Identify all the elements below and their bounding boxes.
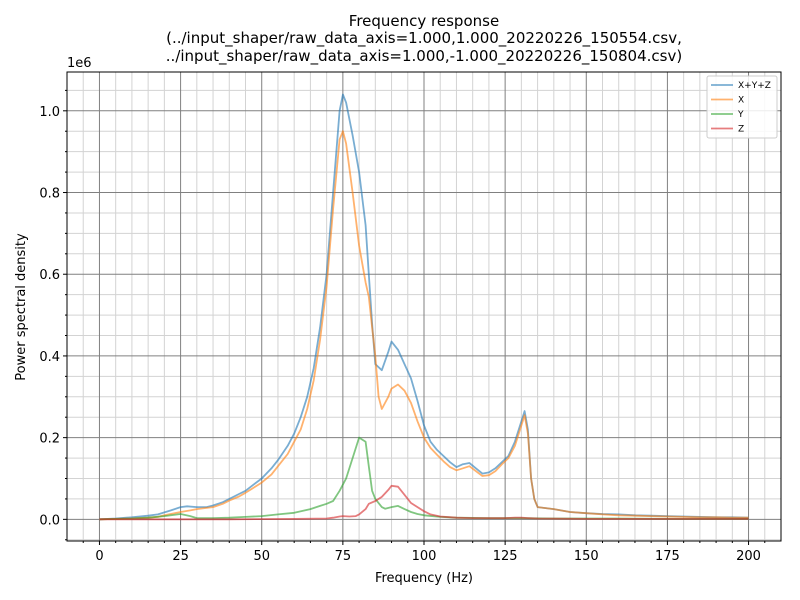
- y-tick-label: 0.0: [39, 513, 60, 528]
- x-tick-label: 100: [412, 549, 437, 564]
- x-tick-label: 125: [493, 549, 518, 564]
- x-tick-label: 0: [95, 549, 103, 564]
- x-axis-ticks: 0 25 50 75 100 125 150 175 200: [82, 541, 766, 564]
- y-offset-label: 1e6: [67, 56, 92, 71]
- x-tick-label: 200: [736, 549, 761, 564]
- x-tick-label: 175: [655, 549, 680, 564]
- y-tick-label: 0.6: [39, 268, 60, 283]
- chart-title-line-2: (../input_shaper/raw_data_axis=1.000,1.0…: [166, 29, 682, 48]
- legend-label: X+Y+Z: [738, 81, 771, 91]
- y-tick-label: 0.4: [39, 350, 60, 365]
- series-line-x: [99, 130, 749, 521]
- chart-title-line-3: ../input_shaper/raw_data_axis=1.000,-1.0…: [166, 47, 682, 66]
- plot-area: [66, 71, 782, 542]
- major-grid: [67, 72, 781, 541]
- x-tick-label: 25: [172, 549, 189, 564]
- y-tick-label: 0.2: [39, 432, 60, 447]
- x-axis-label: Frequency (Hz): [375, 571, 473, 586]
- legend-label: Y: [737, 110, 744, 120]
- x-tick-label: 50: [253, 549, 270, 564]
- legend-label: Z: [738, 125, 744, 135]
- legend-label: X: [738, 96, 744, 106]
- series-lines: [99, 93, 749, 521]
- y-tick-label: 0.8: [39, 187, 60, 202]
- legend: X+Y+Z XYZ: [706, 75, 778, 139]
- y-axis-ticks: 0.0 0.2 0.4 0.6 0.8 1.0: [39, 89, 67, 541]
- y-axis-label: Power spectral density: [14, 233, 29, 381]
- chart-title-line-1: Frequency response: [349, 12, 499, 30]
- legend-box: [706, 75, 778, 139]
- x-tick-label: 75: [335, 549, 352, 564]
- y-tick-label: 1.0: [39, 105, 60, 120]
- x-tick-label: 150: [574, 549, 599, 564]
- series-line-z: [99, 484, 749, 521]
